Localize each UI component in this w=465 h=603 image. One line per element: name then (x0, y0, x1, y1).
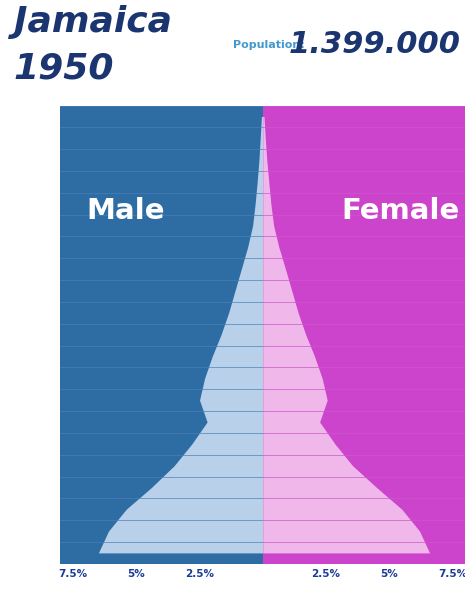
Text: Male: Male (86, 197, 165, 225)
Text: Female: Female (341, 197, 459, 225)
Text: Jamaica: Jamaica (14, 5, 172, 39)
Text: 1.399.000: 1.399.000 (288, 30, 460, 59)
Text: Population:: Population: (232, 40, 304, 50)
Text: 1950: 1950 (14, 52, 114, 86)
